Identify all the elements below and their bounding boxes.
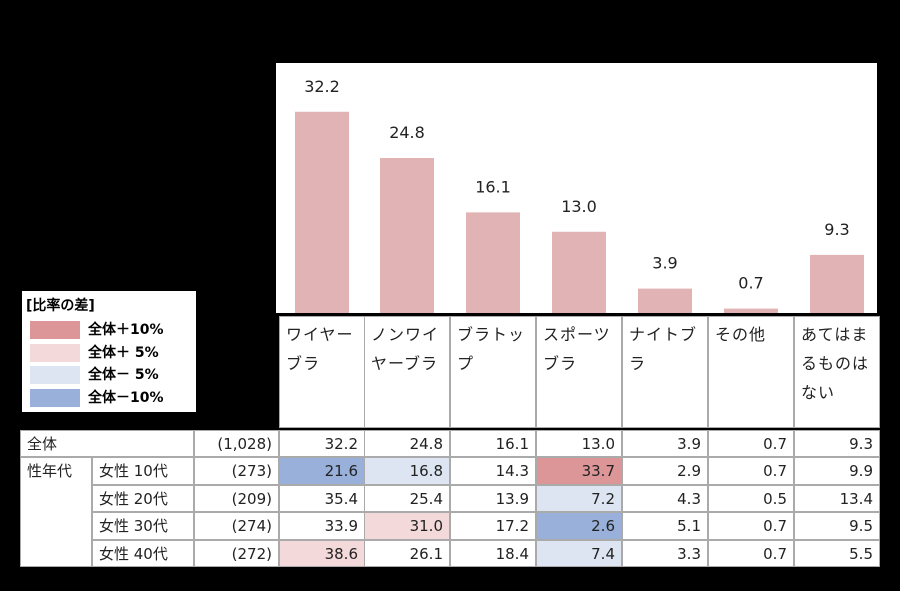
sample-size: (273) [194, 457, 279, 485]
category-header: その他 [708, 316, 794, 428]
category-header: スポーツブラ [536, 316, 622, 428]
sample-size: (209) [194, 485, 279, 512]
category-header: ナイトブラ [622, 316, 708, 428]
table-cell: 3.3 [622, 540, 708, 567]
table-cell: 26.1 [364, 540, 450, 567]
table-cell: 33.7 [536, 457, 622, 485]
legend-title: [比率の差] [26, 298, 95, 314]
bar [466, 212, 520, 313]
legend-swatch [30, 343, 80, 362]
table-cell: 0.7 [708, 457, 794, 485]
category-header: あてはまるものはない [794, 316, 880, 428]
bar [810, 254, 864, 313]
row-label: 女性 10代 [92, 457, 194, 485]
legend-label: 全体＋10% [88, 322, 164, 338]
bar [295, 111, 349, 313]
category-header: ブラトップ [450, 316, 536, 428]
table-cell: 33.9 [279, 512, 365, 540]
table-cell: 21.6 [279, 457, 365, 485]
table-cell: 17.2 [450, 512, 536, 540]
legend-swatch [30, 388, 80, 407]
table-cell: 13.0 [536, 430, 622, 457]
row-label: 女性 40代 [92, 540, 194, 567]
table-cell: 13.9 [450, 485, 536, 512]
table-cell: 4.3 [622, 485, 708, 512]
table-cell: 9.5 [794, 512, 880, 540]
table-cell: 0.7 [708, 540, 794, 567]
sample-size: (272) [194, 540, 279, 567]
sample-size: (1,028) [194, 430, 279, 457]
legend-swatch [30, 321, 80, 339]
table-cell: 18.4 [450, 540, 536, 567]
table-cell: 35.4 [279, 485, 365, 512]
table-cell: 0.5 [708, 485, 794, 512]
table-cell: 5.5 [794, 540, 880, 567]
sample-size: (274) [194, 512, 279, 540]
table-cell: 38.6 [279, 540, 365, 567]
value-label: 13.0 [561, 197, 597, 216]
table-cell: 16.8 [364, 457, 450, 485]
table-cell: 14.3 [450, 457, 536, 485]
legend: [比率の差] 全体＋10% 全体＋ 5% 全体－ 5% 全体－10% [22, 291, 196, 412]
table-cell: 3.9 [622, 430, 708, 457]
row-label: 全体 [20, 430, 194, 457]
table-cell: 9.3 [794, 430, 880, 457]
table-cell: 16.1 [450, 430, 536, 457]
table-cell: 9.9 [794, 457, 880, 485]
legend-swatch [30, 366, 80, 384]
table-cell: 13.4 [794, 485, 880, 512]
legend-label: 全体－10% [88, 389, 164, 406]
legend-label: 全体－ 5% [88, 367, 159, 383]
table-cell: 0.7 [708, 512, 794, 540]
table-cell: 25.4 [364, 485, 450, 512]
group-label: 性年代 [20, 457, 92, 567]
value-label: 3.9 [652, 254, 677, 273]
bar [638, 288, 692, 313]
table-cell: 2.9 [622, 457, 708, 485]
value-label: 9.3 [824, 220, 849, 239]
table-cell: 7.2 [536, 485, 622, 512]
category-header: ノンワイヤーブラ [364, 316, 450, 428]
table-cell: 24.8 [364, 430, 450, 457]
table-cell: 7.4 [536, 540, 622, 567]
bar [552, 231, 606, 313]
bar [724, 308, 778, 313]
table-cell: 5.1 [622, 512, 708, 540]
table-cell: 2.6 [536, 512, 622, 540]
legend-label: 全体＋ 5% [88, 344, 159, 361]
value-label: 16.1 [475, 177, 511, 196]
value-label: 0.7 [738, 274, 763, 293]
table-cell: 31.0 [364, 512, 450, 540]
category-header: ワイヤーブラ [279, 316, 365, 428]
row-label: 女性 30代 [92, 512, 194, 540]
table-cell: 32.2 [279, 430, 365, 457]
bar [380, 158, 434, 313]
value-label: 32.2 [304, 77, 340, 96]
value-label: 24.8 [389, 123, 425, 142]
row-label: 女性 20代 [92, 485, 194, 512]
table-cell: 0.7 [708, 430, 794, 457]
